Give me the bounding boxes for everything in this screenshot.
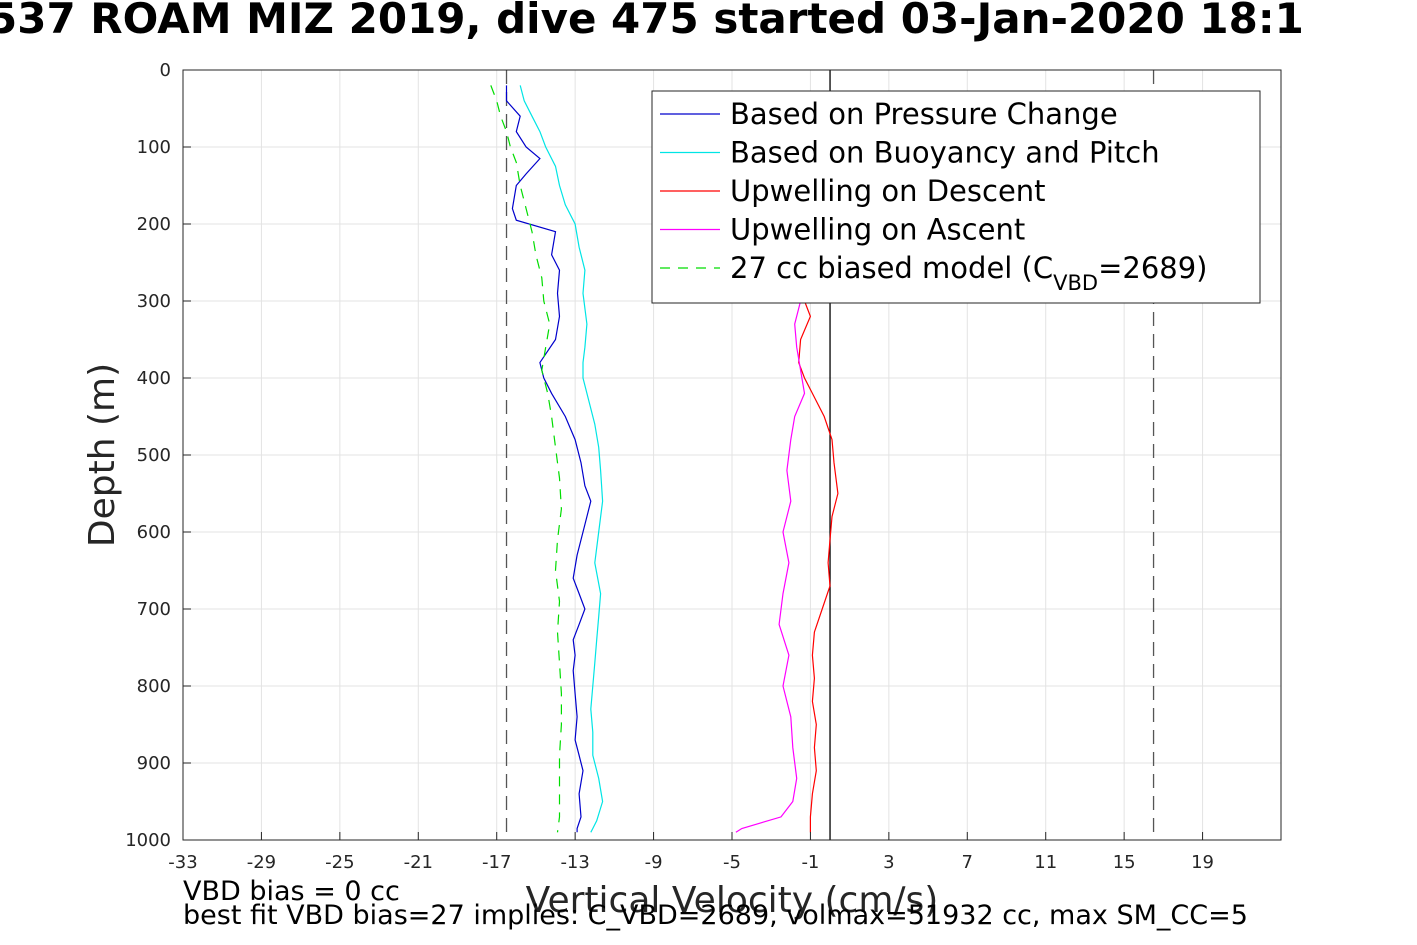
legend-label-1: Based on Buoyancy and Pitch [730,136,1160,170]
y-tick-label: 800 [137,676,171,697]
legend-label-2: Upwelling on Descent [730,174,1046,208]
x-tick-label: -9 [645,852,663,873]
footer-vbd-bias: VBD bias = 0 cc [183,876,400,907]
series-line-1 [519,85,604,833]
y-tick-label: 1000 [125,830,171,851]
legend-label-subscript: VBD [1053,271,1098,295]
x-axis-label: Vertical Velocity (cm/s) [526,880,939,921]
x-tick-label: -29 [247,852,276,873]
legend-label-3: Upwelling on Ascent [730,213,1025,247]
x-tick-label: -17 [482,852,511,873]
y-tick-label: 100 [137,137,171,158]
y-tick-label: 900 [137,753,171,774]
legend-label-4: 27 cc biased model (CVBD=2689) [730,251,1208,295]
y-tick-label: 0 [160,60,171,81]
series-line-0 [505,85,592,833]
legend-label-main: 27 cc biased model (C [730,251,1053,285]
y-tick-label: 300 [137,291,171,312]
chart-title: 537 ROAM MIZ 2019, dive 475 started 03-J… [0,0,1304,43]
legend-label-0: Based on Pressure Change [730,97,1118,131]
x-tick-label: 19 [1191,852,1214,873]
footer-best-fit: best fit VBD bias=27 implies: C_VBD=2689… [183,900,1248,931]
y-tick-label: 400 [137,368,171,389]
y-tick-label: 200 [137,214,171,235]
x-tick-label: -33 [168,852,197,873]
y-axis-label: Depth (m) [82,363,123,547]
y-tick-label: 600 [137,522,171,543]
y-tick-label: 700 [137,599,171,620]
x-tick-label: 15 [1113,852,1136,873]
x-tick-label: 7 [962,852,973,873]
series-line-3 [735,300,806,833]
ticks: -33 -29 -25 -21 -17 -13 -9 -5 -1 3 7 11 15 1901002003… [125,60,1214,873]
x-tick-label: -25 [325,852,354,873]
series-line-2 [798,300,839,833]
x-tick-label: -1 [801,852,819,873]
x-tick-label: 11 [1034,852,1057,873]
x-tick-label: -5 [723,852,741,873]
series-layer [490,85,839,833]
x-tick-label: 3 [883,852,894,873]
x-tick-label: -13 [560,852,589,873]
series-line-4 [490,85,563,833]
legend-label-tail: =2689) [1098,251,1207,285]
legend: Based on Pressure Change Based on Buoyanc… [651,90,1261,304]
x-tick-label: -21 [404,852,433,873]
legend-box [651,90,1261,304]
y-tick-label: 500 [137,445,171,466]
